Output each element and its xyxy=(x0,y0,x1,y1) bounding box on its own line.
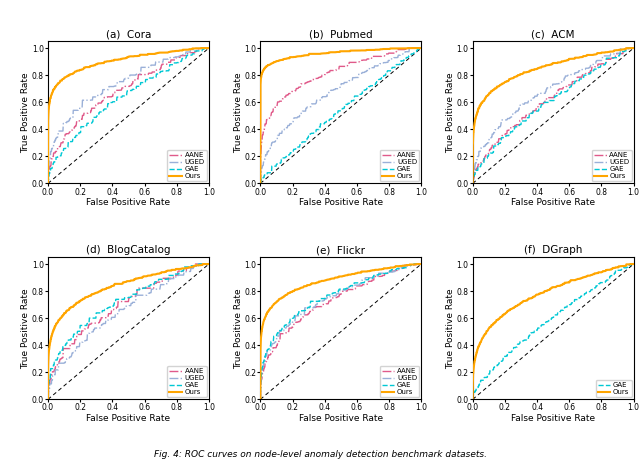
Title: (d)  BlogCatalog: (d) BlogCatalog xyxy=(86,245,171,255)
Legend: AANE, UGED, GAE, Ours: AANE, UGED, GAE, Ours xyxy=(380,366,419,397)
Y-axis label: True Positive Rate: True Positive Rate xyxy=(234,72,243,153)
Legend: AANE, UGED, GAE, Ours: AANE, UGED, GAE, Ours xyxy=(167,366,207,397)
Y-axis label: True Positive Rate: True Positive Rate xyxy=(234,288,243,369)
Y-axis label: True Positive Rate: True Positive Rate xyxy=(446,288,455,369)
X-axis label: False Positive Rate: False Positive Rate xyxy=(299,414,383,423)
Title: (a)  Cora: (a) Cora xyxy=(106,29,151,39)
Title: (b)  Pubmed: (b) Pubmed xyxy=(309,29,372,39)
X-axis label: False Positive Rate: False Positive Rate xyxy=(86,198,170,207)
Legend: AANE, UGED, GAE, Ours: AANE, UGED, GAE, Ours xyxy=(380,150,419,181)
Y-axis label: True Positive Rate: True Positive Rate xyxy=(446,72,455,153)
Legend: AANE, UGED, GAE, Ours: AANE, UGED, GAE, Ours xyxy=(167,150,207,181)
Y-axis label: True Positive Rate: True Positive Rate xyxy=(21,288,30,369)
X-axis label: False Positive Rate: False Positive Rate xyxy=(86,414,170,423)
Y-axis label: True Positive Rate: True Positive Rate xyxy=(21,72,30,153)
X-axis label: False Positive Rate: False Positive Rate xyxy=(511,414,595,423)
Text: Fig. 4: ROC curves on node-level anomaly detection benchmark datasets.: Fig. 4: ROC curves on node-level anomaly… xyxy=(154,450,486,459)
Legend: AANE, UGED, GAE, Ours: AANE, UGED, GAE, Ours xyxy=(592,150,632,181)
Legend: GAE, Ours: GAE, Ours xyxy=(596,380,632,397)
Title: (c)  ACM: (c) ACM xyxy=(531,29,575,39)
Title: (f)  DGraph: (f) DGraph xyxy=(524,245,582,255)
Title: (e)  Flickr: (e) Flickr xyxy=(316,245,365,255)
X-axis label: False Positive Rate: False Positive Rate xyxy=(299,198,383,207)
X-axis label: False Positive Rate: False Positive Rate xyxy=(511,198,595,207)
